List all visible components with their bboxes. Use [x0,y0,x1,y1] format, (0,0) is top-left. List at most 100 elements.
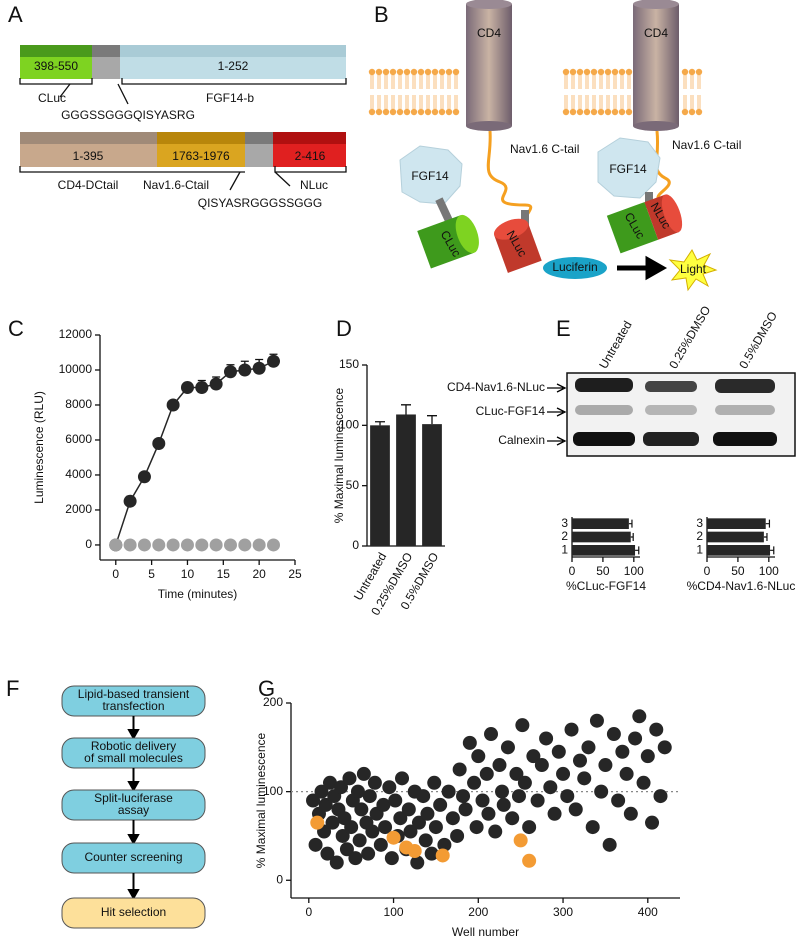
label: FGF14 [609,162,647,176]
point [509,766,524,781]
point [382,780,397,795]
lipid-head [452,68,460,76]
point [606,727,621,742]
panel-label: C [8,316,24,341]
row-label: CD4-Nav1.6-NLuc [447,380,545,394]
lipid-tail [370,95,374,109]
step-label: Robotic delivery [91,739,176,753]
error-bar [401,404,411,415]
x-tick-label: 100 [624,564,644,578]
step-box [61,897,206,929]
domain-name: CD4-DCtail [58,178,119,192]
label: CD4 [477,26,501,40]
point [367,775,382,790]
marker [195,538,209,552]
lipid-head [375,108,383,116]
lipid-tail [592,95,596,109]
x-tick-label: 50 [596,564,610,578]
y-tick-label: 3 [561,516,568,530]
lipid-tail [690,95,694,109]
point [350,784,365,799]
lipid-tail [412,75,416,89]
point [585,820,600,835]
error-bar [628,519,633,528]
y-tick-label: 100 [263,784,283,798]
point [329,855,344,870]
point [505,811,520,826]
marker [209,377,223,391]
y-tick-label: 2 [696,529,703,543]
point [318,797,333,812]
bar [707,518,766,529]
lipid-tail [564,95,568,109]
lipid-head [424,108,432,116]
point [403,824,418,839]
bar [422,424,442,546]
point [517,775,532,790]
step-label: assay [118,803,149,817]
lipid-tail [440,95,444,109]
point [636,775,651,790]
point [539,731,554,746]
lipid-head [597,68,605,76]
lipid-tail [613,95,617,109]
error-bar [630,533,634,541]
point [410,855,425,870]
step-label: Split-luciferase [94,791,173,805]
lipid-head [576,68,584,76]
marker [266,354,280,368]
point [522,853,537,868]
lipid-tail [412,95,416,109]
point [495,784,510,799]
lipid-tail [433,75,437,89]
y-tick-label: 150 [339,357,359,371]
segment-label: 1-395 [73,149,104,163]
x-axis-label: Time (minutes) [158,587,238,601]
panel-label: A [8,2,23,27]
point [428,820,443,835]
lipid-head [389,108,397,116]
label: Luciferin [552,260,597,274]
point [581,740,596,755]
lipid-head [604,108,612,116]
point [456,789,471,804]
lipid-tail [447,75,451,89]
point [526,749,541,764]
point [424,846,439,861]
lipid-head [368,68,376,76]
lipid-head [576,108,584,116]
y-tick-label: 10000 [59,362,93,376]
x-tick-label: 5 [148,567,155,581]
point [619,766,634,781]
x-tick-label: 20 [252,567,266,581]
point [543,780,558,795]
step-label: Hit selection [101,905,166,919]
lipid-head [382,68,390,76]
lipid-tail [405,75,409,89]
segment-label: 1763-1976 [172,149,230,163]
point [469,820,484,835]
point [649,722,664,737]
arrow [617,255,668,281]
lipid-tail [564,75,568,89]
construct-2 [19,132,347,191]
lipid-tail [391,75,395,89]
lipid-tail [426,75,430,89]
lipid-head [625,68,633,76]
segment-label: 1-252 [218,59,249,73]
point [354,802,369,817]
arrow [127,768,140,793]
point [653,789,668,804]
lipid-head [438,108,446,116]
lane-label: 0.5%DMSO [736,309,780,371]
lipid-tail [454,95,458,109]
lipid-head [562,68,570,76]
y-tick-label: 100 [339,418,359,432]
point [530,793,545,808]
point [407,844,422,859]
lipid-head [431,68,439,76]
lipid-head [375,68,383,76]
lipid-head [681,68,689,76]
x-tick-label: 300 [553,905,573,919]
marker [209,538,223,552]
